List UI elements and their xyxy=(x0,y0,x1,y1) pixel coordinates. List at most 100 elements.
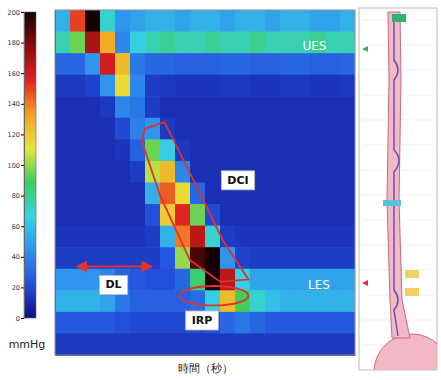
heat-cell xyxy=(220,290,236,312)
heat-cell xyxy=(265,226,281,248)
pointer xyxy=(362,280,368,286)
heat-cell xyxy=(235,32,251,54)
heat-cell xyxy=(295,10,311,32)
heat-cell xyxy=(340,96,355,118)
heat-cell xyxy=(340,161,355,183)
heat-cell xyxy=(145,290,161,312)
heat-cell xyxy=(175,96,191,118)
heat-cell xyxy=(190,96,206,118)
heat-cell xyxy=(280,290,296,312)
heat-cell xyxy=(325,139,341,161)
heat-cell xyxy=(55,10,71,32)
heat-cell xyxy=(205,183,221,205)
heat-cell xyxy=(130,32,146,54)
heat-cell xyxy=(85,96,101,118)
heat-cell xyxy=(340,139,355,161)
colorbar-tick-mark xyxy=(21,134,24,135)
heat-cell xyxy=(325,75,341,97)
heat-cell xyxy=(205,247,221,269)
heat-cell xyxy=(220,312,236,334)
heat-cell xyxy=(280,96,296,118)
heat-cell xyxy=(250,226,266,248)
heat-cell xyxy=(160,75,176,97)
colorbar-tick: 20 xyxy=(12,284,24,292)
colorbar-tick: 0 xyxy=(16,315,24,323)
heat-cell xyxy=(190,10,206,32)
heat-cell xyxy=(175,204,191,226)
label-box: DL xyxy=(99,275,127,294)
heat-cell xyxy=(295,53,311,75)
catheter xyxy=(394,18,399,336)
heat-cell xyxy=(205,139,221,161)
heat-cell xyxy=(280,10,296,32)
heat-cell xyxy=(70,10,86,32)
heat-cell xyxy=(205,290,221,312)
heat-cell xyxy=(205,53,221,75)
heat-cell xyxy=(340,118,355,140)
heat-cell xyxy=(145,204,161,226)
heat-cell xyxy=(280,204,296,226)
heat-cell xyxy=(145,53,161,75)
heat-cell xyxy=(160,333,176,355)
heat-cell xyxy=(100,204,116,226)
heat-cell xyxy=(325,10,341,32)
heat-cell xyxy=(70,204,86,226)
heat-cell xyxy=(280,32,296,54)
heat-cell xyxy=(295,118,311,140)
heat-cell xyxy=(175,10,191,32)
heat-cell xyxy=(280,247,296,269)
heat-cell xyxy=(145,118,161,140)
heat-cell xyxy=(190,290,206,312)
heat-cell xyxy=(100,161,116,183)
colorbar-axis-line xyxy=(21,13,25,319)
colorbar-tick-mark xyxy=(21,73,24,74)
heat-cell xyxy=(130,161,146,183)
label-background xyxy=(221,171,254,190)
heat-cell xyxy=(70,226,86,248)
heat-cell xyxy=(175,53,191,75)
heat-cell xyxy=(325,247,341,269)
colorbar-tick-label: 0 xyxy=(16,315,20,323)
heat-cell xyxy=(70,118,86,140)
heat-cell xyxy=(100,139,116,161)
heat-cell xyxy=(100,32,116,54)
heat-cell xyxy=(130,312,146,334)
heat-cell xyxy=(70,75,86,97)
heat-cell xyxy=(70,183,86,205)
heat-cell xyxy=(340,226,355,248)
heat-cell xyxy=(250,118,266,140)
heat-cell xyxy=(55,139,71,161)
heat-cell xyxy=(280,53,296,75)
stomach xyxy=(374,334,437,370)
annotation-label: LES xyxy=(308,278,330,292)
heat-cell xyxy=(295,247,311,269)
heat-cell xyxy=(265,53,281,75)
dci-outline xyxy=(142,122,249,282)
heat-cell xyxy=(100,118,116,140)
anatomy-panel xyxy=(359,8,441,380)
heat-cell xyxy=(70,96,86,118)
heat-cell xyxy=(175,118,191,140)
heat-cell xyxy=(175,333,191,355)
heat-cell xyxy=(250,312,266,334)
heat-cell xyxy=(250,204,266,226)
heat-cell xyxy=(250,269,266,291)
heat-cell xyxy=(160,247,176,269)
pointer xyxy=(362,46,368,52)
heat-cell xyxy=(325,183,341,205)
heat-cell xyxy=(100,226,116,248)
colorbar-tick-label: 100 xyxy=(8,162,20,170)
heat-cell xyxy=(220,118,236,140)
heat-cell xyxy=(265,183,281,205)
heat-cell xyxy=(70,333,86,355)
heat-cell xyxy=(310,161,326,183)
heat-cell xyxy=(100,53,116,75)
heat-cell xyxy=(220,226,236,248)
heat-cell xyxy=(70,312,86,334)
heat-cell xyxy=(55,118,71,140)
heat-cell xyxy=(280,161,296,183)
heat-cell xyxy=(220,32,236,54)
heat-cell xyxy=(340,333,355,355)
heat-cell xyxy=(160,96,176,118)
heat-cell xyxy=(115,204,131,226)
